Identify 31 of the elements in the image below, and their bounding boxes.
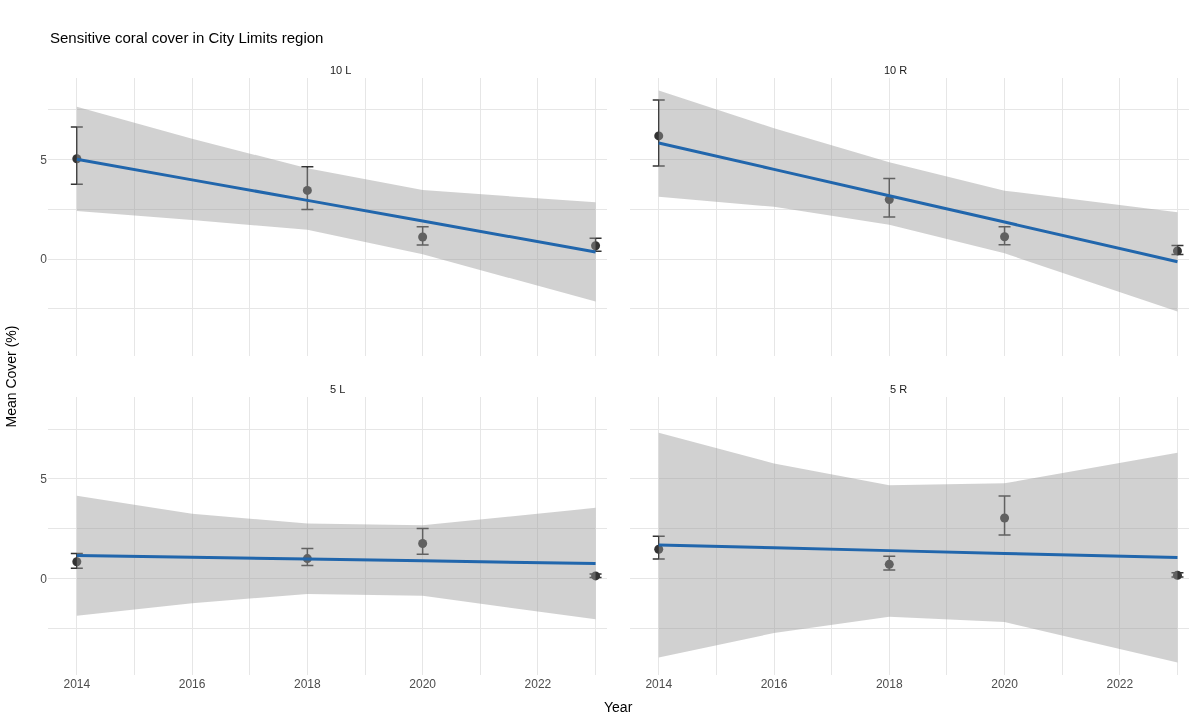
- point: [302, 185, 312, 195]
- x-tick-label: 2018: [875, 677, 903, 691]
- x-tick-label: 2022: [1106, 677, 1134, 691]
- y-axis-title: Mean Cover (%): [2, 325, 19, 428]
- y-tick-label: 5: [40, 152, 48, 167]
- x-tick-label: 2014: [645, 677, 673, 691]
- x-tick-label: 2016: [760, 677, 788, 691]
- point: [72, 557, 82, 567]
- x-tick-label: 2016: [178, 677, 206, 691]
- chart-subtitle: 10 L: [330, 64, 352, 76]
- chart-subtitle: 5 R: [890, 383, 908, 395]
- chart-subtitle: 10 R: [884, 64, 908, 76]
- x-tick-label: 2014: [63, 677, 91, 691]
- x-tick-label: 2018: [294, 677, 322, 691]
- point: [591, 241, 601, 251]
- point: [884, 559, 894, 569]
- x-tick-label: 2022: [524, 677, 552, 691]
- point: [1000, 513, 1010, 523]
- x-axis-title: Year: [604, 699, 633, 715]
- point: [418, 538, 428, 548]
- x-tick-label: 2020: [409, 677, 437, 691]
- x-tick-label: 2020: [991, 677, 1019, 691]
- y-tick-label: 0: [40, 571, 48, 586]
- point: [654, 544, 664, 554]
- point: [1000, 232, 1010, 242]
- y-tick-label: 5: [40, 472, 48, 487]
- y-tick-label: 0: [40, 252, 48, 267]
- chart-subtitle: 5 L: [330, 383, 346, 395]
- point: [418, 232, 428, 242]
- point: [654, 131, 664, 141]
- chart-title: Sensitive coral cover in City Limits region: [50, 29, 324, 46]
